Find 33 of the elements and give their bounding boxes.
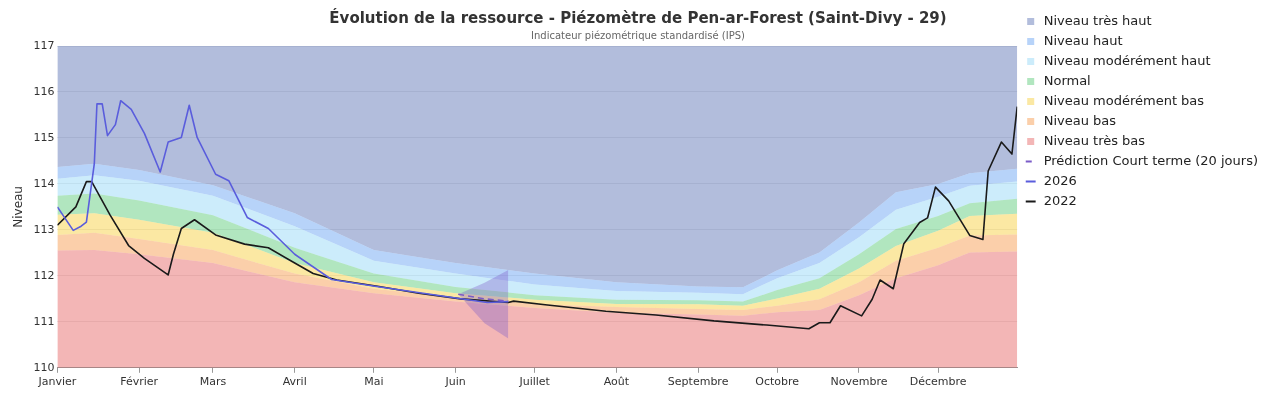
x-tick-label: Octobre bbox=[755, 375, 800, 389]
legend-label: Niveau haut bbox=[1043, 32, 1123, 48]
chart-title: Évolution de la ressource - Piézomètre de Pen-ar-Forest (Saint-Divy - 29) bbox=[329, 7, 947, 27]
legend-label: Normal bbox=[1043, 72, 1091, 88]
y-tick-label: 115 bbox=[33, 130, 55, 144]
legend-label: Niveau très bas bbox=[1043, 132, 1146, 148]
legend-label: 2026 bbox=[1043, 172, 1077, 188]
y-tick-label: 110 bbox=[33, 360, 55, 374]
x-tick-label: Mai bbox=[364, 375, 384, 389]
y-tick-label: 116 bbox=[33, 84, 55, 98]
y-axis-title: Niveau bbox=[11, 186, 26, 228]
x-tick-label: Avril bbox=[282, 375, 307, 389]
y-tick-label: 114 bbox=[33, 176, 55, 190]
x-tick-label: Novembre bbox=[830, 375, 888, 389]
y-tick-label: 117 bbox=[33, 38, 55, 52]
chart-subtitle: Indicateur piézométrique standardisé (IPS) bbox=[531, 29, 746, 41]
x-tick-label: Juin bbox=[444, 375, 466, 389]
x-tick-label: Mars bbox=[199, 375, 227, 389]
y-tick-label: 113 bbox=[33, 222, 55, 236]
x-tick-label: Février bbox=[120, 375, 159, 389]
legend-label: Niveau bas bbox=[1043, 112, 1117, 128]
y-tick-label: 112 bbox=[33, 268, 55, 282]
legend-label: 2022 bbox=[1043, 192, 1077, 208]
x-tick-label: Janvier bbox=[37, 375, 77, 389]
x-tick-label: Juillet bbox=[518, 375, 551, 389]
legend-label: Niveau modérément haut bbox=[1043, 52, 1211, 68]
legend-label: Prédiction Court terme (20 jours) bbox=[1043, 152, 1259, 168]
legend-label: Niveau très haut bbox=[1043, 12, 1152, 28]
y-tick-label: 111 bbox=[33, 314, 55, 328]
x-tick-label: Septembre bbox=[667, 375, 729, 389]
x-tick-label: Août bbox=[603, 375, 630, 389]
x-tick-label: Décembre bbox=[909, 375, 967, 389]
legend-label: Niveau modérément bas bbox=[1043, 92, 1205, 108]
